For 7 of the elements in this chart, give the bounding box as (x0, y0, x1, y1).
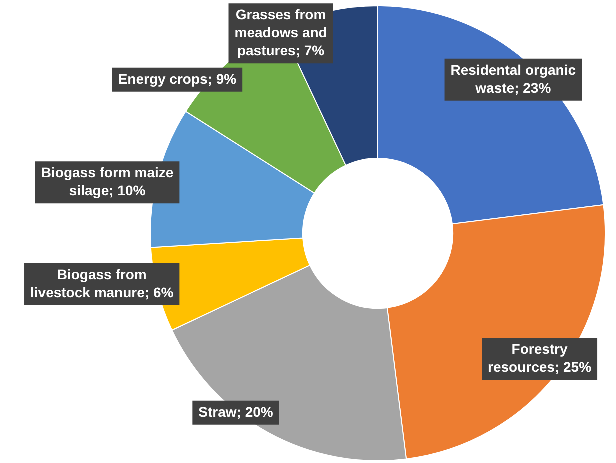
slice-label: Forestry resources; 25% (488, 340, 592, 375)
slice-label: Straw; 20% (198, 404, 274, 420)
slice-label: Biogass form maize silage; 10% (41, 164, 174, 198)
slice-label: Grasses from meadows and pastures; 7% (234, 6, 328, 59)
slice-label: Biogass from livestock manure; 6% (30, 266, 174, 300)
slice-label: Energy crops; 9% (118, 70, 238, 87)
slice-label: Residental organic waste; 23% (450, 62, 576, 96)
